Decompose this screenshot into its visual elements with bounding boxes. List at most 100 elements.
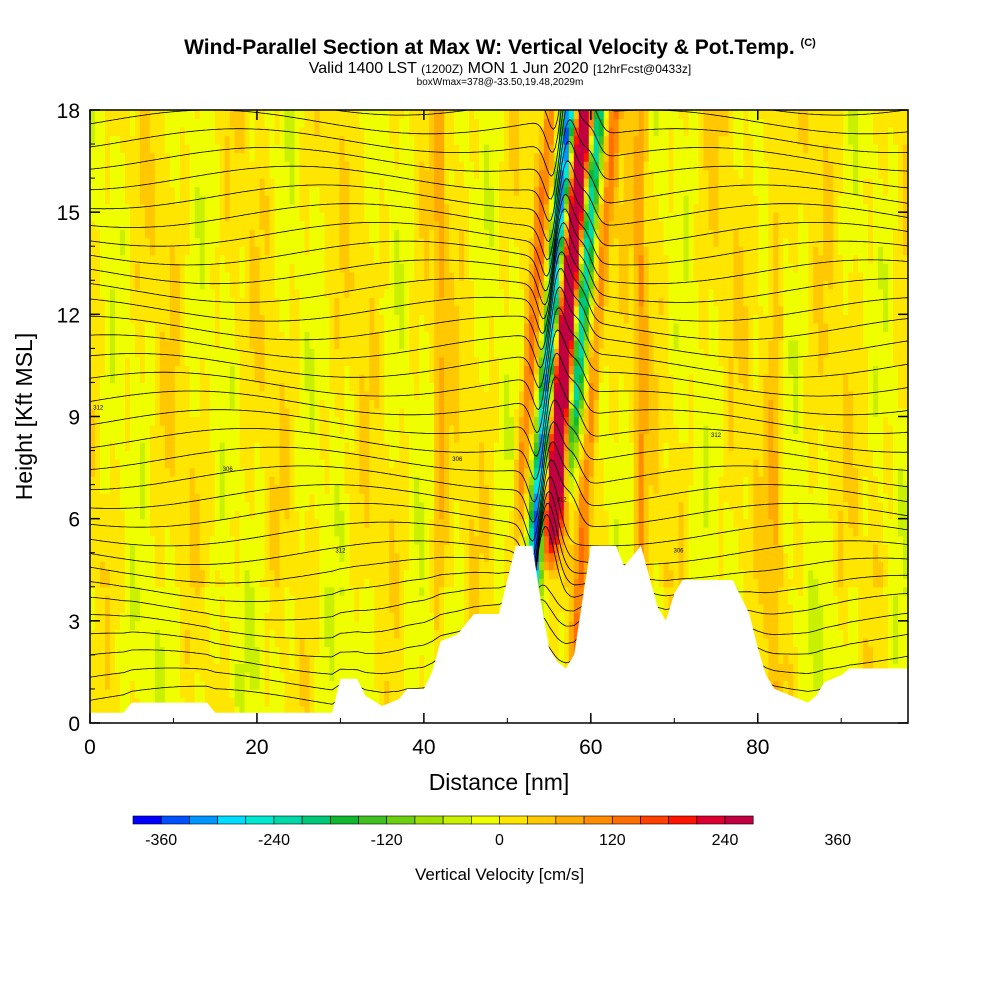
field-cell — [144, 569, 151, 579]
field-cell — [109, 169, 116, 179]
field-cell — [409, 169, 415, 179]
field-cell — [364, 127, 370, 137]
field-cell — [369, 195, 375, 205]
field-cell — [429, 365, 435, 375]
field-cell — [129, 578, 136, 588]
field-cell — [204, 493, 211, 503]
field-cell — [304, 569, 311, 579]
field-cell — [289, 322, 296, 332]
field-cell — [379, 501, 385, 511]
field-cell — [364, 220, 370, 230]
field-cell — [254, 450, 261, 460]
field-cell — [224, 569, 231, 579]
field-cell — [384, 203, 390, 213]
field-cell — [99, 254, 106, 264]
field-cell — [244, 586, 251, 596]
field-cell — [319, 331, 326, 341]
field-cell — [429, 416, 435, 426]
field-cell — [409, 501, 415, 511]
field-cell — [149, 110, 156, 120]
field-cell — [104, 263, 111, 273]
field-cell — [239, 169, 246, 179]
field-cell — [399, 178, 405, 188]
field-cell — [339, 467, 345, 477]
field-cell — [409, 637, 415, 647]
field-cell — [244, 612, 251, 622]
field-cell — [144, 663, 151, 673]
field-cell — [314, 118, 321, 128]
field-cell — [424, 603, 430, 613]
field-cell — [319, 288, 326, 298]
field-cell — [244, 535, 251, 545]
field-cell — [404, 305, 410, 315]
field-cell — [99, 288, 106, 298]
field-cell — [239, 663, 246, 673]
field-cell — [304, 280, 311, 290]
field-cell — [209, 135, 216, 145]
field-cell — [429, 203, 435, 213]
field-cell — [404, 246, 410, 256]
field-cell — [229, 297, 236, 307]
field-cell — [264, 637, 271, 647]
field-cell — [109, 510, 116, 520]
field-cell — [214, 178, 221, 188]
field-cell — [199, 595, 206, 605]
field-cell — [159, 110, 166, 120]
field-cell — [94, 663, 101, 673]
field-cell — [244, 569, 251, 579]
field-cell — [399, 561, 405, 571]
field-cell — [114, 663, 121, 673]
field-cell — [189, 680, 196, 690]
field-cell — [284, 169, 291, 179]
field-cell — [184, 348, 191, 358]
field-cell — [239, 646, 246, 656]
field-cell — [144, 680, 151, 690]
field-cell — [304, 169, 311, 179]
field-cell — [344, 603, 350, 613]
field-cell — [264, 263, 271, 273]
field-cell — [234, 510, 241, 520]
field-cell — [184, 467, 191, 477]
field-cell — [99, 697, 106, 707]
field-cell — [359, 416, 365, 426]
field-cell — [329, 254, 335, 264]
field-cell — [149, 467, 156, 477]
field-cell — [279, 297, 286, 307]
field-cell — [404, 595, 410, 605]
field-cell — [384, 425, 390, 435]
field-cell — [99, 450, 106, 460]
field-cell — [264, 680, 271, 690]
field-cell — [204, 552, 211, 562]
field-cell — [289, 203, 296, 213]
field-cell — [354, 203, 360, 213]
field-cell — [394, 484, 400, 494]
field-cell — [389, 680, 395, 690]
field-cell — [289, 518, 296, 528]
field-cell — [144, 467, 151, 477]
field-cell — [419, 178, 425, 188]
field-cell — [114, 186, 121, 196]
field-cell — [329, 348, 335, 358]
field-cell — [194, 671, 201, 682]
field-cell — [234, 467, 241, 477]
field-cell — [114, 365, 121, 375]
field-cell — [104, 569, 111, 579]
field-cell — [224, 220, 231, 230]
field-cell — [194, 637, 201, 647]
field-cell — [389, 688, 395, 699]
field-cell — [324, 348, 331, 358]
field-cell — [174, 237, 181, 247]
field-cell — [229, 561, 236, 571]
field-cell — [364, 305, 370, 315]
field-cell — [214, 646, 221, 656]
field-cell — [424, 484, 430, 494]
field-cell — [144, 629, 151, 639]
field-cell — [159, 348, 166, 358]
field-cell — [409, 646, 415, 656]
field-cell — [179, 680, 186, 690]
field-cell — [229, 552, 236, 562]
field-cell — [164, 459, 171, 469]
field-cell — [229, 246, 236, 256]
field-cell — [209, 195, 216, 205]
field-cell — [259, 399, 266, 409]
